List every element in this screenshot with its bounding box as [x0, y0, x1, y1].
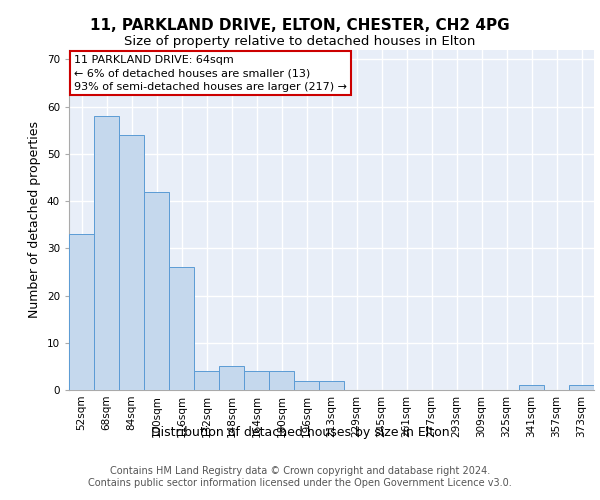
Bar [119, 135, 144, 390]
Text: Size of property relative to detached houses in Elton: Size of property relative to detached ho… [124, 35, 476, 48]
Bar [144, 192, 169, 390]
Bar [569, 386, 594, 390]
Text: 11 PARKLAND DRIVE: 64sqm
← 6% of detached houses are smaller (13)
93% of semi-de: 11 PARKLAND DRIVE: 64sqm ← 6% of detache… [74, 55, 347, 92]
Bar [294, 380, 319, 390]
Bar [269, 371, 294, 390]
Text: Distribution of detached houses by size in Elton: Distribution of detached houses by size … [151, 426, 449, 439]
Text: 11, PARKLAND DRIVE, ELTON, CHESTER, CH2 4PG: 11, PARKLAND DRIVE, ELTON, CHESTER, CH2 … [90, 18, 510, 32]
Bar [169, 267, 194, 390]
Bar [319, 380, 344, 390]
Bar [244, 371, 269, 390]
Bar [219, 366, 244, 390]
Bar [519, 386, 544, 390]
Y-axis label: Number of detached properties: Number of detached properties [28, 122, 41, 318]
Bar [94, 116, 119, 390]
Bar [69, 234, 94, 390]
Bar [194, 371, 219, 390]
Text: Contains HM Land Registry data © Crown copyright and database right 2024.
Contai: Contains HM Land Registry data © Crown c… [88, 466, 512, 487]
